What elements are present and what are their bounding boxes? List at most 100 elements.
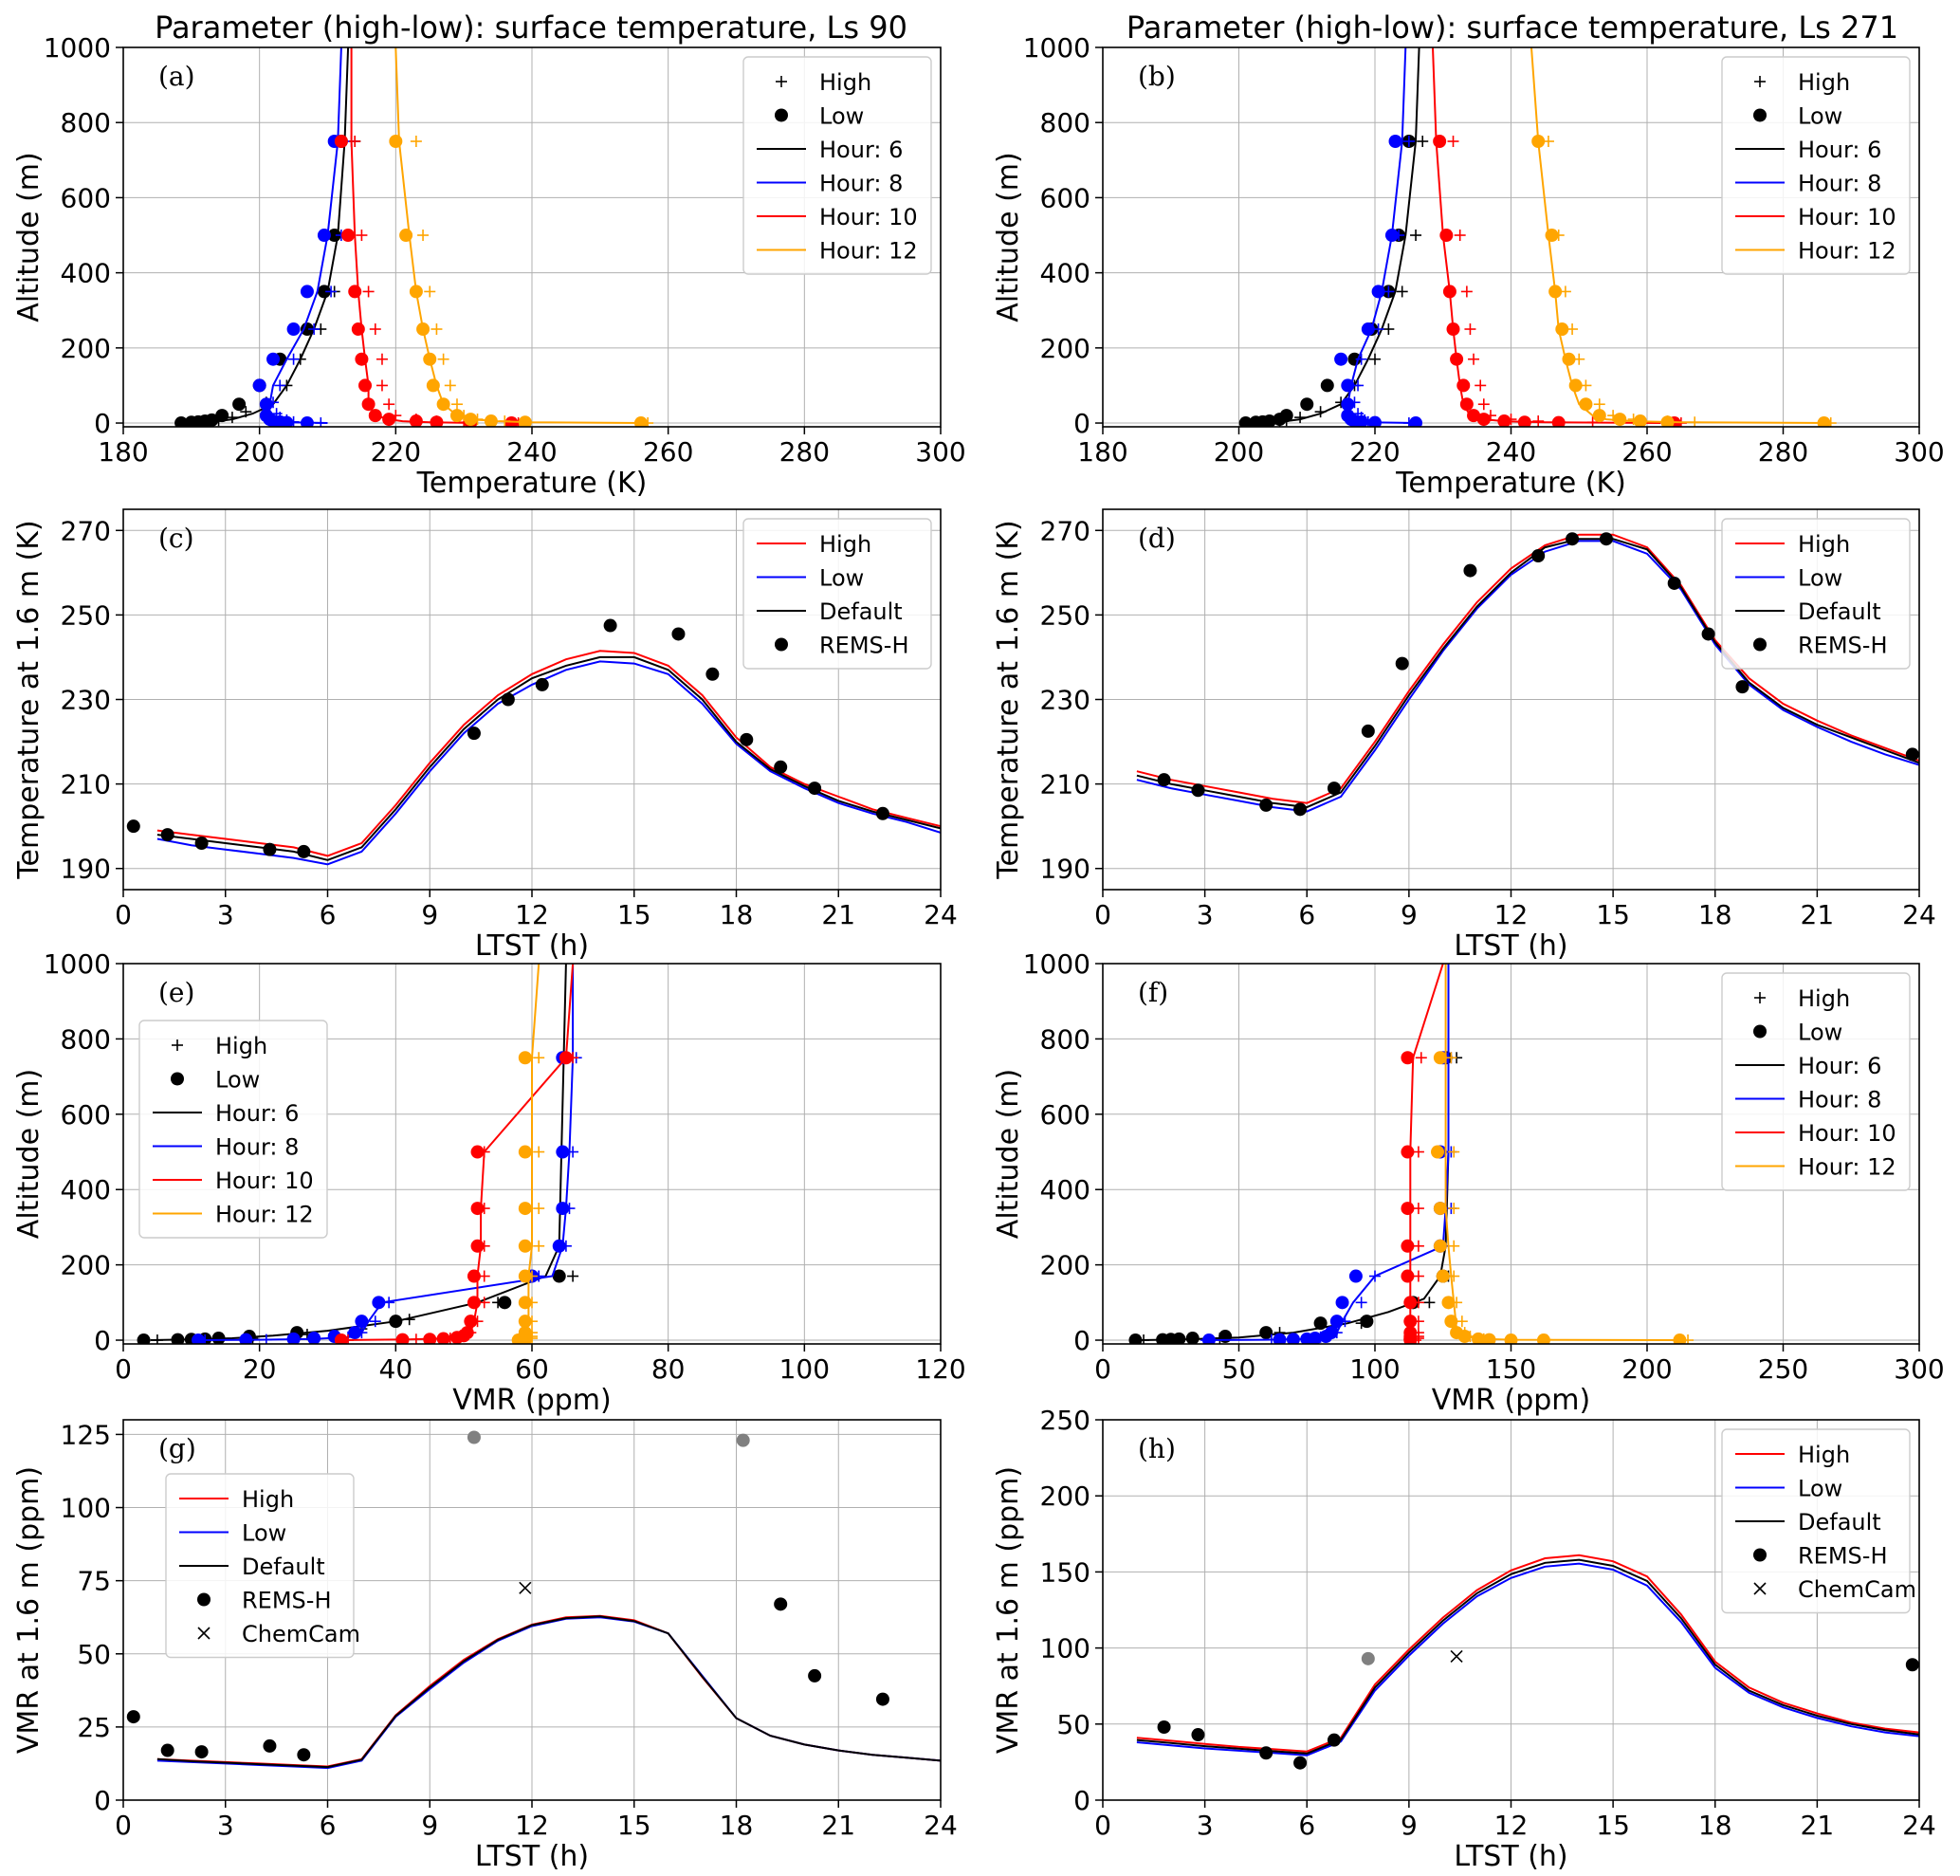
low-point-hour-6 — [174, 416, 189, 427]
low-point-hour-12 — [518, 1296, 532, 1310]
legend-label: Hour: 6 — [215, 1100, 299, 1127]
low-point-hour-6 — [1172, 1332, 1186, 1344]
legend-item: REMS-H — [197, 1588, 332, 1614]
legend-frame — [1721, 1428, 1911, 1614]
low-point-hour-6 — [1128, 1333, 1143, 1344]
legend-label: Low — [819, 103, 864, 130]
y-tick-label: 100 — [1040, 1633, 1090, 1664]
x-tick-label: 15 — [617, 1810, 651, 1841]
chart-panel-f: 0 50 100 150 200 250 300 0 200 400 600 800 1000 VMR (… — [992, 948, 1945, 1417]
panel-b-title: Parameter (high-low): surface temperatur… — [1127, 9, 1898, 46]
low-point-hour-8 — [1368, 415, 1382, 427]
high-point-hour-10 — [349, 136, 361, 148]
legend-label: Hour: 12 — [215, 1202, 314, 1228]
high-point-hour-10 — [383, 398, 395, 411]
low-point-hour-6 — [1238, 416, 1253, 427]
y-tick-label: 25 — [77, 1712, 111, 1743]
low-point-hour-10 — [470, 1145, 485, 1159]
low-point-hour-8 — [317, 229, 331, 243]
high-point-hour-12 — [1593, 398, 1605, 411]
low-point-hour-10 — [1439, 229, 1454, 243]
low-point-hour-10 — [382, 413, 396, 427]
rems-h-point — [160, 828, 174, 842]
low-point-hour-8 — [286, 322, 301, 337]
low-point-hour-8 — [1341, 378, 1355, 393]
y-tick-label: 600 — [1040, 1099, 1090, 1131]
low-point-hour-10 — [1517, 415, 1531, 427]
rems-h-point — [535, 677, 549, 691]
rems-h-point — [467, 726, 481, 741]
y-tick-label: 0 — [1073, 1785, 1090, 1816]
panel-label: (a) — [158, 61, 195, 92]
rems-h-point — [194, 836, 209, 850]
low-point-hour-6 — [1259, 1326, 1273, 1340]
x-tick-label: 240 — [1486, 436, 1536, 468]
axes-frame — [1102, 963, 1920, 1345]
low-point-hour-12 — [1472, 1332, 1486, 1344]
legend-item: ChemCam — [197, 1621, 360, 1647]
legend-item: High — [1754, 69, 1850, 96]
high-point-hour-12 — [424, 285, 436, 298]
x-tick-label: 12 — [1494, 1810, 1529, 1841]
rems-h-point — [194, 1745, 209, 1759]
legend-frame — [1721, 972, 1911, 1191]
low-point-hour-8 — [552, 1239, 566, 1253]
low-point-hour-12 — [409, 285, 423, 299]
high-point-hour-10 — [1532, 415, 1545, 427]
low-point-hour-10 — [1401, 1269, 1415, 1283]
profile-line-hour-6 — [1258, 47, 1420, 424]
chart-panel-h: 0 3 6 9 12 15 18 21 24 0 50 100 150 200 250 LTST (h) VMR… — [992, 1405, 1936, 1873]
chemcam-point — [519, 1581, 532, 1594]
low-point-hour-10 — [1401, 1145, 1415, 1159]
y-tick-label: 800 — [61, 107, 111, 138]
rems-h-point — [705, 667, 720, 681]
low-point-hour-6 — [1313, 1316, 1328, 1331]
low-point-hour-10 — [334, 135, 348, 149]
legend-label: High — [215, 1033, 267, 1059]
y-tick-label: 1000 — [1023, 948, 1090, 980]
high-point-hour-10 — [1412, 1146, 1424, 1158]
low-point-hour-12 — [1592, 409, 1606, 423]
legend-label: Hour: 10 — [1798, 1120, 1896, 1147]
low-point-hour-6 — [137, 1333, 151, 1344]
y-tick-label: 100 — [61, 1493, 111, 1524]
y-tick-label: 1000 — [44, 32, 111, 64]
rems-h-point — [126, 1710, 140, 1724]
x-tick-label: 24 — [1902, 1810, 1936, 1841]
x-tick-label: 0 — [1094, 1353, 1111, 1385]
legend-item: Default — [179, 1554, 325, 1580]
high-point-hour-12 — [499, 415, 511, 427]
high-point-hour-12 — [1448, 1240, 1460, 1252]
high-point-hour-6 — [226, 412, 238, 424]
x-tick-label: 6 — [320, 899, 337, 930]
high-point-hour-8 — [308, 323, 321, 336]
low-point-hour-12 — [1545, 229, 1559, 243]
x-tick-label: 200 — [1621, 1353, 1672, 1385]
high-point-hour-10 — [1412, 1203, 1424, 1215]
legend-item: Low — [171, 1067, 260, 1094]
low-point-hour-10 — [423, 1333, 437, 1344]
legend: High Low Default REMS-H — [742, 518, 932, 670]
rems-h-point — [671, 627, 686, 641]
y-tick-label: 400 — [1040, 258, 1090, 289]
data-layer — [126, 618, 941, 866]
x-axis-label: VMR (ppm) — [1432, 1384, 1591, 1417]
low-point-hour-6 — [1279, 409, 1293, 423]
legend-label: Low — [242, 1520, 286, 1547]
legend-item: REMS-H — [775, 633, 909, 659]
legend-item: Hour: 6 — [757, 137, 903, 163]
legend: High Low Hour: 6 Hour: 8 Hour: 10 Hour: 12 — [1721, 56, 1911, 275]
rems-h-point — [1701, 627, 1715, 641]
legend-label: Default — [1798, 598, 1881, 625]
low-point-hour-12 — [1555, 322, 1569, 337]
legend-label: Hour: 12 — [1798, 1154, 1896, 1181]
y-axis-label: Altitude (m) — [992, 1069, 1025, 1239]
legend-item: High — [1735, 531, 1850, 558]
high-point-hour-10 — [1475, 379, 1487, 392]
low-point-hour-10 — [470, 1239, 485, 1253]
y-tick-label: 400 — [1040, 1174, 1090, 1205]
high-point-hour-10 — [1477, 398, 1490, 411]
legend-item: Hour: 10 — [153, 1168, 314, 1194]
legend-plus-swatch — [776, 76, 787, 87]
low-point-hour-12 — [436, 397, 450, 412]
